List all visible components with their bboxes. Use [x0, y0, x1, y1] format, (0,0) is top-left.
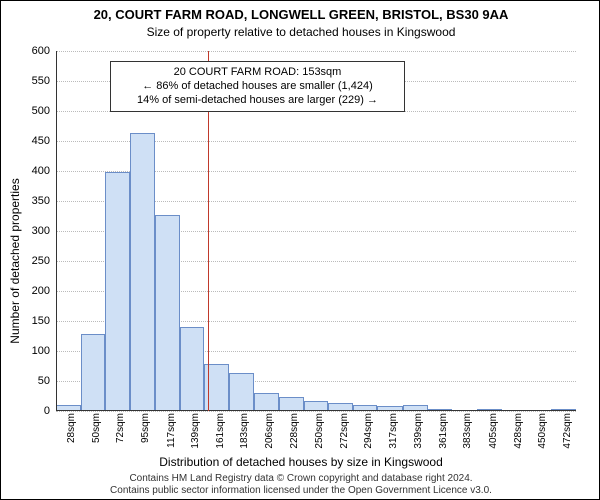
histogram-bar	[81, 334, 106, 411]
y-tick-label: 600	[10, 45, 56, 57]
y-axis-line	[56, 51, 57, 411]
chart-title-line1: 20, COURT FARM ROAD, LONGWELL GREEN, BRI…	[1, 7, 600, 22]
x-tick-label: 72sqm	[115, 413, 126, 443]
histogram-bar	[279, 397, 304, 411]
footnote: Contains HM Land Registry data © Crown c…	[1, 473, 600, 497]
x-tick-label: 50sqm	[91, 413, 102, 443]
histogram-bar	[254, 393, 280, 411]
y-tick-label: 500	[10, 105, 56, 117]
gridline	[56, 411, 576, 412]
histogram-bar	[155, 215, 180, 411]
x-tick-label: 361sqm	[438, 413, 449, 449]
x-tick-label: 405sqm	[488, 413, 499, 449]
x-tick-label: 383sqm	[462, 413, 473, 449]
x-tick-label: 339sqm	[413, 413, 424, 449]
histogram-bar	[180, 327, 205, 411]
annotation-line2: ← 86% of detached houses are smaller (1,…	[119, 80, 396, 94]
y-tick-label: 200	[10, 285, 56, 297]
histogram-bar	[229, 373, 254, 411]
x-tick-label: 294sqm	[363, 413, 374, 449]
y-tick-label: 300	[10, 225, 56, 237]
x-tick-label: 95sqm	[140, 413, 151, 443]
y-tick-label: 450	[10, 135, 56, 147]
footnote-line2: Contains public sector information licen…	[110, 485, 492, 496]
x-tick-label: 472sqm	[562, 413, 573, 449]
x-tick-label: 117sqm	[166, 413, 177, 448]
y-tick-label: 100	[10, 345, 56, 357]
y-tick-label: 50	[10, 375, 56, 387]
y-tick-label: 400	[10, 165, 56, 177]
annotation-line3: 14% of semi-detached houses are larger (…	[119, 94, 396, 108]
x-tick-label: 28sqm	[66, 413, 77, 443]
plot-area: 05010015020025030035040045050055060028sq…	[56, 51, 576, 411]
x-tick-label: 228sqm	[289, 413, 300, 449]
x-tick-label: 206sqm	[264, 413, 275, 449]
y-tick-label: 350	[10, 195, 56, 207]
y-tick-label: 250	[10, 255, 56, 267]
annotation-line1: 20 COURT FARM ROAD: 153sqm	[119, 66, 396, 80]
y-tick-label: 150	[10, 315, 56, 327]
annotation-box: 20 COURT FARM ROAD: 153sqm← 86% of detac…	[110, 61, 405, 112]
chart-title-line2: Size of property relative to detached ho…	[1, 25, 600, 39]
x-tick-label: 428sqm	[513, 413, 524, 449]
x-tick-label: 450sqm	[537, 413, 548, 449]
x-tick-label: 272sqm	[339, 413, 350, 449]
x-axis-label: Distribution of detached houses by size …	[1, 455, 600, 469]
x-tick-label: 250sqm	[314, 413, 325, 449]
histogram-bar	[130, 133, 156, 411]
y-tick-label: 550	[10, 75, 56, 87]
x-tick-label: 183sqm	[239, 413, 250, 449]
x-axis-line	[56, 410, 576, 411]
figure-frame: 20, COURT FARM ROAD, LONGWELL GREEN, BRI…	[0, 0, 600, 500]
footnote-line1: Contains HM Land Registry data © Crown c…	[129, 473, 472, 484]
x-tick-label: 139sqm	[190, 413, 201, 449]
x-tick-label: 161sqm	[215, 413, 226, 449]
y-tick-label: 0	[10, 405, 56, 417]
gridline	[56, 51, 576, 52]
x-tick-label: 317sqm	[388, 413, 399, 449]
histogram-bar	[105, 172, 130, 411]
